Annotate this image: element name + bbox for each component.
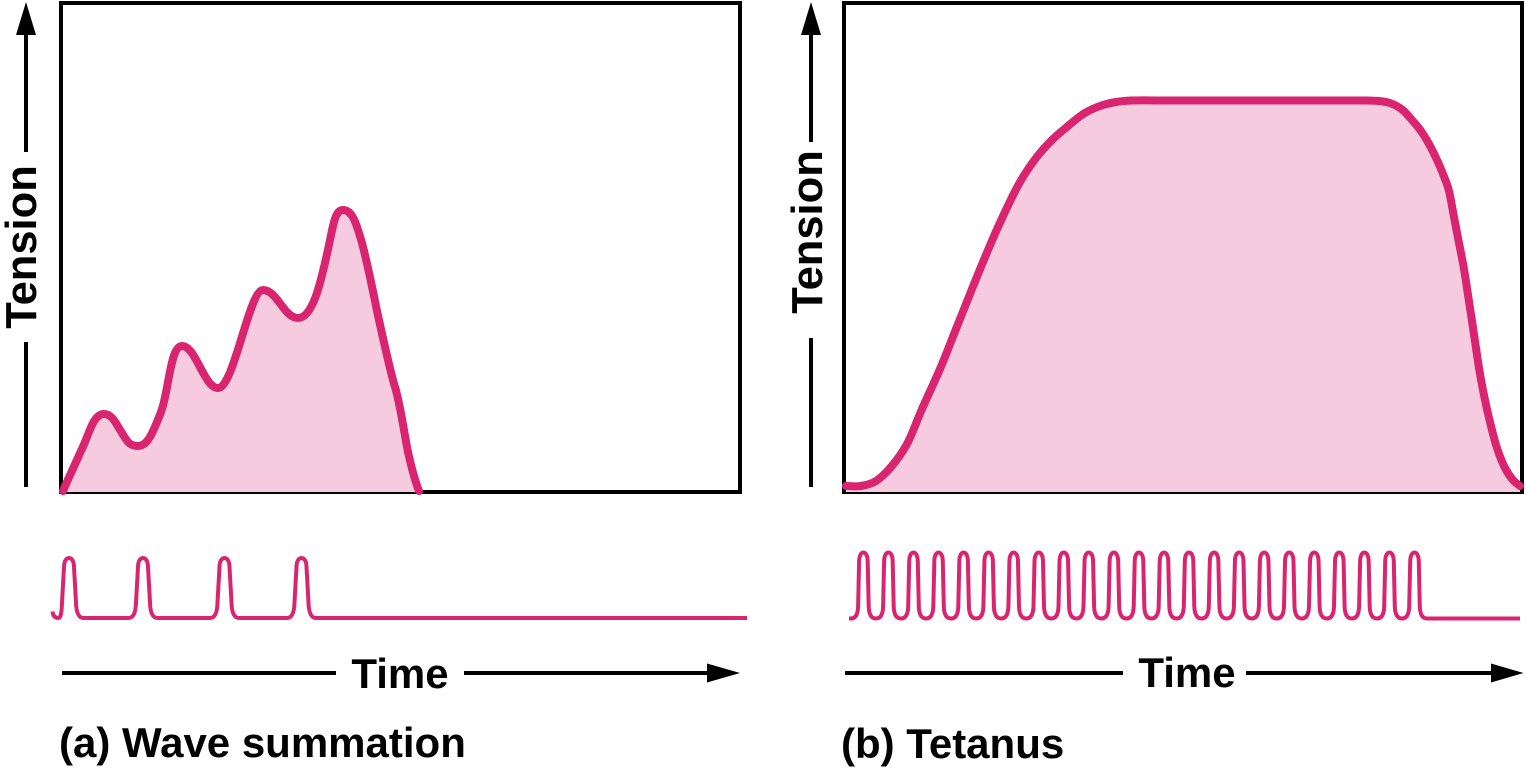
svg-text:Tension: Tension bbox=[784, 150, 832, 314]
svg-text:Tension: Tension bbox=[0, 165, 46, 329]
svg-text:(b) Tetanus: (b) Tetanus bbox=[841, 720, 1064, 767]
svg-text:Time: Time bbox=[351, 650, 448, 697]
svg-text:(a) Wave summation: (a) Wave summation bbox=[59, 719, 466, 766]
svg-text:Time: Time bbox=[1138, 649, 1235, 696]
